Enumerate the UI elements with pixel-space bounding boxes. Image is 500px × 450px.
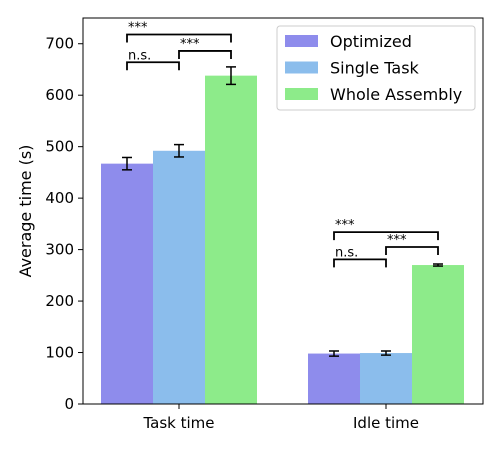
significance-label: ***: [335, 218, 355, 233]
legend-swatch: [285, 35, 318, 47]
legend: Optimized Single Task Whole Assembly: [276, 25, 476, 111]
x-axis: Task time Idle time: [142, 404, 419, 432]
significance-label: n.s.: [128, 48, 151, 63]
significance-layer: *** n.s. *** *** n.s. ***: [126, 20, 439, 268]
significance-label: ***: [180, 37, 200, 52]
significance-bracket: [126, 61, 180, 71]
bar: [360, 353, 412, 404]
bar: [412, 265, 464, 404]
y-tick-label: 300: [45, 241, 74, 259]
x-tick-label: Task time: [142, 414, 214, 432]
bar: [153, 150, 205, 404]
legend-swatch: [285, 88, 318, 100]
legend-box: [276, 25, 476, 111]
x-tick-label: Idle time: [353, 414, 419, 432]
legend-label: Whole Assembly: [330, 85, 462, 104]
significance-bracket: [126, 33, 232, 43]
legend-swatch: [285, 61, 318, 74]
significance-label: ***: [128, 20, 148, 35]
y-tick-label: 400: [45, 189, 74, 207]
error-bars-layer: [122, 66, 443, 357]
significance-bracket: [385, 246, 439, 256]
significance-bracket: [178, 50, 232, 59]
y-tick-label: 200: [45, 292, 74, 310]
legend-label: Single Task: [330, 59, 420, 78]
y-tick-label: 700: [45, 35, 74, 53]
y-tick-label: 600: [45, 86, 74, 104]
plot-frame: [82, 17, 484, 405]
y-tick-label: 0: [64, 395, 74, 413]
significance-bracket: [333, 258, 387, 268]
y-tick-label: 100: [45, 344, 74, 362]
y-axis: 0 100 200 300 400 500 600 700: [45, 35, 83, 413]
bar: [308, 353, 360, 404]
significance-label: ***: [387, 233, 407, 248]
y-axis-label: Average time (s): [16, 145, 35, 278]
bars-layer: [101, 75, 464, 404]
significance-label: n.s.: [335, 245, 358, 260]
significance-bracket: [333, 231, 439, 241]
legend-label: Optimized: [330, 32, 412, 51]
y-tick-label: 500: [45, 138, 74, 156]
bar: [205, 75, 257, 404]
bar: [101, 163, 153, 404]
